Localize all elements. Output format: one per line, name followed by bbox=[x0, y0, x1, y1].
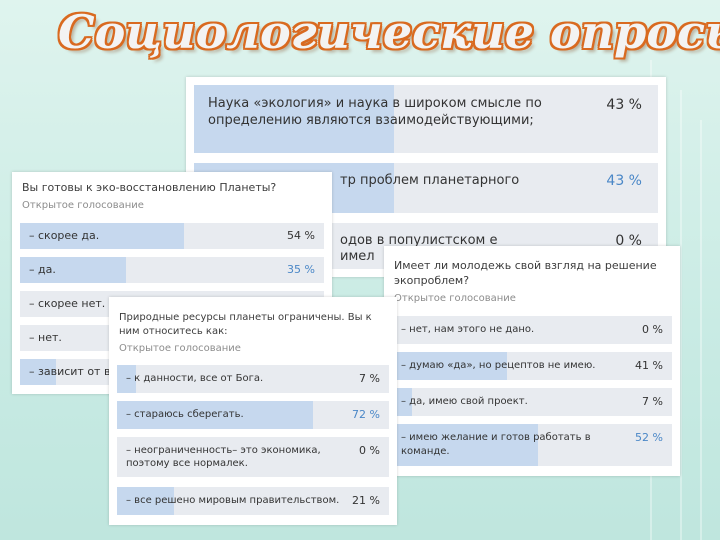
option-label: – нет, нам этого не дано. bbox=[401, 324, 535, 335]
option-percent: 0 % bbox=[642, 323, 663, 336]
option-label: – да. bbox=[29, 263, 56, 276]
option-percent: 0 % bbox=[359, 444, 380, 457]
poll-subtitle: Открытое голосование bbox=[119, 343, 241, 354]
vote-bar bbox=[20, 257, 127, 283]
poll-option[interactable]: – имею желание и готов работать в команд… bbox=[392, 424, 672, 466]
option-percent: 54 % bbox=[287, 229, 315, 242]
option-label: – скорее нет. bbox=[29, 297, 106, 310]
vote-bar bbox=[392, 424, 538, 466]
poll-option[interactable]: – скорее да. 54 % bbox=[20, 223, 324, 249]
option-label: Наука «экология» и наука в широком смысл… bbox=[208, 96, 542, 128]
option-percent: 72 % bbox=[352, 408, 380, 421]
poll-subtitle: Открытое голосование bbox=[22, 200, 144, 211]
option-percent: 7 % bbox=[359, 372, 380, 385]
option-percent: 52 % bbox=[635, 431, 663, 444]
option-label: – думаю «да», но рецептов не имею. bbox=[401, 360, 596, 371]
option-label: – стараюсь сберегать. bbox=[126, 409, 244, 420]
poll-option[interactable]: Наука «экология» и наука в широком смысл… bbox=[194, 85, 658, 153]
option-percent: 0 % bbox=[615, 233, 642, 249]
vote-bar bbox=[20, 223, 185, 249]
page-title: Социологические опросы bbox=[58, 5, 720, 59]
poll-question: Вы готовы к эко-восстановлению Планеты? bbox=[22, 181, 277, 194]
option-label: – зависит от ве bbox=[29, 365, 118, 378]
poll-option[interactable]: – да. 35 % bbox=[20, 257, 324, 283]
poll-option[interactable]: – да, имею свой проект. 7 % bbox=[392, 388, 672, 416]
poll-option[interactable]: – все решено мировым правительством. 21 … bbox=[117, 487, 389, 515]
background-line bbox=[680, 90, 682, 540]
vote-bar bbox=[20, 359, 57, 385]
option-percent: 43 % bbox=[606, 97, 642, 113]
poll-option[interactable]: – думаю «да», но рецептов не имею. 41 % bbox=[392, 352, 672, 380]
option-percent: 21 % bbox=[352, 494, 380, 507]
option-label: – нет. bbox=[29, 331, 62, 344]
vote-bar bbox=[117, 401, 313, 429]
option-percent: 7 % bbox=[642, 395, 663, 408]
option-label: – да, имею свой проект. bbox=[401, 396, 528, 407]
poll-question: Имеет ли молодежь свой взгляд на решение… bbox=[394, 259, 657, 287]
poll-card-youth: Имеет ли молодежь свой взгляд на решение… bbox=[384, 246, 680, 476]
option-percent: 35 % bbox=[287, 263, 315, 276]
option-label: – скорее да. bbox=[29, 229, 100, 242]
poll-option[interactable]: – стараюсь сберегать. 72 % bbox=[117, 401, 389, 429]
option-label: – все решено мировым правительством. bbox=[126, 495, 340, 506]
option-label: одов в популистском е имел bbox=[340, 233, 498, 264]
poll-question: Природные ресурсы планеты ограничены. Вы… bbox=[119, 312, 372, 337]
option-label: тр проблем планетарного bbox=[340, 173, 520, 188]
vote-bar bbox=[392, 352, 507, 380]
vote-bar bbox=[117, 365, 137, 393]
option-label: – имею желание и готов работать в команд… bbox=[401, 432, 591, 457]
poll-option[interactable]: – к данности, все от Бога. 7 % bbox=[117, 365, 389, 393]
background-line bbox=[700, 120, 702, 540]
poll-card-resources: Природные ресурсы планеты ограничены. Вы… bbox=[109, 297, 397, 525]
poll-option[interactable]: – неограниченность– это экономика, поэто… bbox=[117, 437, 389, 477]
option-label: – к данности, все от Бога. bbox=[126, 373, 264, 384]
option-percent: 43 % bbox=[606, 173, 642, 189]
vote-bar bbox=[194, 85, 394, 153]
option-label: – неограниченность– это экономика, поэто… bbox=[126, 445, 321, 469]
poll-subtitle: Открытое голосование bbox=[394, 293, 516, 304]
poll-option[interactable]: – нет, нам этого не дано. 0 % bbox=[392, 316, 672, 344]
option-percent: 41 % bbox=[635, 359, 663, 372]
vote-bar bbox=[117, 487, 175, 515]
